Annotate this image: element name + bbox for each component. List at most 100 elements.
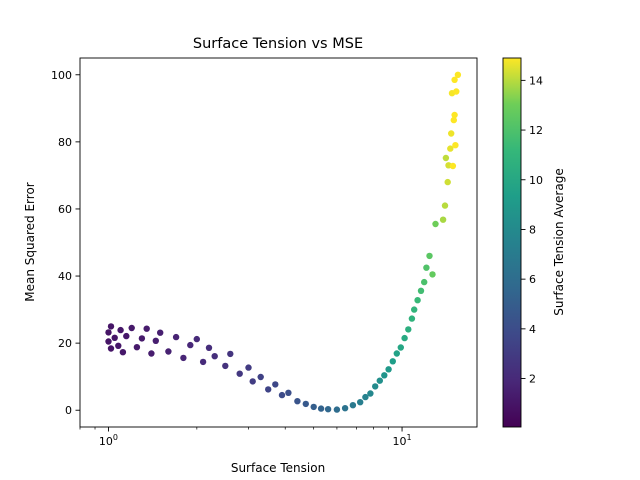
data-point (278, 391, 286, 399)
data-point (249, 378, 256, 385)
data-point (450, 116, 457, 124)
data-point (148, 350, 155, 357)
data-point (227, 350, 234, 358)
data-point (324, 406, 332, 413)
data-point (393, 350, 400, 357)
data-point (444, 178, 451, 186)
y-tick-label: 100 (51, 69, 72, 82)
colorbar-tick-label: 12 (529, 124, 543, 137)
y-axis-label: Mean Squared Error (23, 182, 37, 302)
data-point (448, 130, 455, 137)
scatter-points (105, 71, 462, 413)
data-point (172, 333, 180, 341)
data-point (439, 216, 447, 223)
data-point (123, 332, 130, 340)
data-point (449, 162, 457, 170)
data-point (349, 402, 357, 409)
colorbar-tick-label: 4 (529, 323, 536, 336)
data-point (302, 400, 309, 408)
data-point (426, 252, 433, 260)
data-point (451, 76, 458, 84)
data-point (333, 406, 341, 413)
data-point (105, 338, 112, 345)
colorbar (502, 57, 522, 428)
data-point (411, 306, 418, 313)
data-point (389, 358, 396, 365)
data-point (117, 326, 124, 334)
data-point (453, 88, 460, 95)
data-point (401, 334, 408, 342)
data-point (143, 325, 150, 332)
data-point (417, 287, 425, 294)
y-tick-label: 60 (58, 203, 72, 216)
data-point (187, 341, 194, 349)
colorbar-label: Surface Tension Average (552, 168, 566, 315)
data-point (447, 145, 454, 152)
data-point (115, 342, 122, 349)
data-point (423, 264, 430, 271)
data-point (128, 324, 135, 332)
x-axis-label: Surface Tension (231, 461, 325, 475)
x-axis-ticks: 100 101 (79, 427, 412, 448)
data-point (362, 393, 369, 401)
data-point (157, 329, 164, 336)
data-point (376, 377, 383, 384)
x-tick-label: 100 (99, 433, 118, 448)
data-point (272, 381, 279, 388)
data-point (397, 344, 404, 351)
data-point (205, 344, 213, 351)
data-point (119, 349, 127, 356)
data-point (432, 220, 439, 228)
data-point (111, 334, 118, 341)
chart-title: Surface Tension vs MSE (193, 36, 363, 52)
y-tick-label: 20 (58, 337, 72, 350)
colorbar-tick-label: 14 (529, 74, 543, 87)
data-point (385, 366, 392, 373)
data-point (367, 390, 374, 397)
data-point (452, 142, 459, 149)
data-point (133, 344, 141, 351)
data-point (341, 405, 349, 412)
plot-frame (79, 57, 478, 428)
colorbar-tick-label: 2 (529, 373, 536, 386)
data-point (317, 405, 325, 412)
data-point (372, 383, 379, 390)
data-point (107, 345, 115, 352)
data-point (442, 154, 450, 162)
data-point (180, 354, 187, 362)
data-point (193, 335, 200, 343)
data-point (138, 335, 146, 342)
data-point (357, 399, 364, 406)
data-point (165, 348, 172, 355)
y-axis-ticks: 0 20 40 60 80 100 (51, 69, 80, 417)
data-point (381, 372, 388, 379)
data-point (211, 353, 218, 360)
data-point (105, 329, 112, 336)
y-tick-label: 0 (65, 404, 72, 417)
data-point (310, 403, 317, 411)
data-point (199, 358, 207, 366)
data-point (294, 398, 301, 405)
data-point (257, 373, 264, 381)
data-point (236, 370, 243, 377)
y-tick-label: 80 (58, 136, 72, 149)
data-point (107, 323, 115, 330)
y-tick-label: 40 (58, 270, 72, 283)
data-point (222, 362, 229, 370)
data-point (152, 337, 159, 344)
data-point (421, 278, 428, 286)
data-point (429, 271, 436, 278)
data-point (265, 386, 272, 393)
colorbar-tick-label: 6 (529, 273, 536, 286)
colorbar-ticks: 2 4 6 8 10 12 14 (521, 74, 543, 386)
data-point (405, 326, 412, 333)
x-tick-label: 101 (393, 433, 412, 448)
data-point (414, 297, 421, 304)
data-point (245, 364, 252, 371)
data-point (454, 71, 462, 79)
colorbar-tick-label: 8 (529, 223, 536, 236)
data-point (451, 111, 458, 119)
data-point (408, 315, 416, 322)
data-point (285, 389, 292, 396)
